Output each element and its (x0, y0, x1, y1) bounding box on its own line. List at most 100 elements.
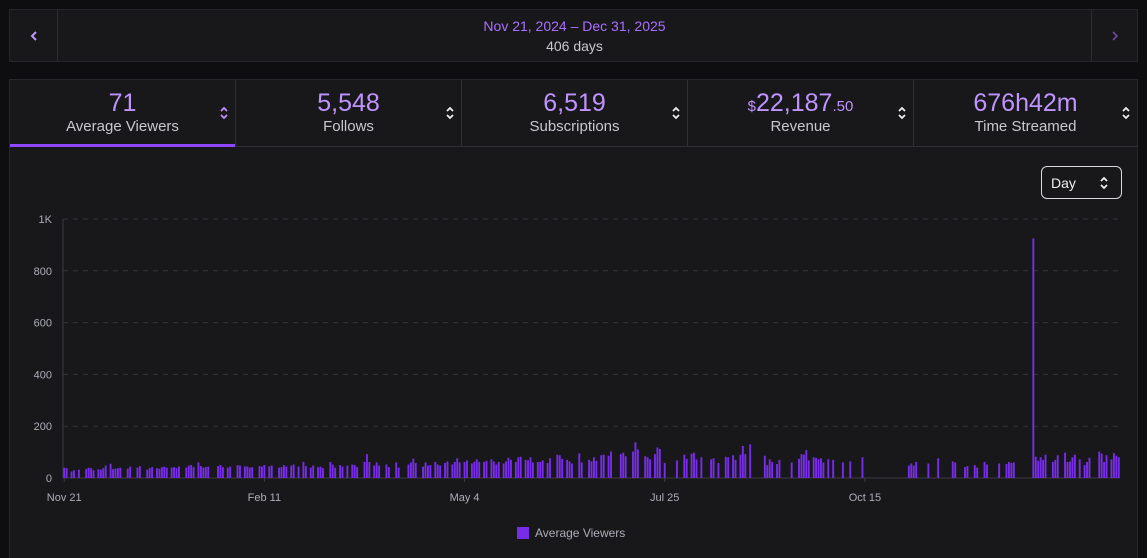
data-bar (444, 462, 446, 478)
date-range-bar: Nov 21, 2024 – Dec 31, 2025 406 days (9, 9, 1138, 62)
data-bar (478, 461, 481, 478)
data-bar (485, 460, 488, 478)
data-bar (827, 459, 830, 478)
data-bar (624, 456, 627, 478)
data-bar (927, 463, 930, 478)
data-bar (1069, 461, 1071, 478)
data-bar (229, 466, 232, 478)
data-bar (683, 454, 686, 478)
data-bar (966, 466, 969, 478)
data-bar (1112, 453, 1115, 478)
data-bar (292, 464, 295, 478)
data-bar (768, 459, 771, 478)
data-bar (561, 458, 564, 478)
data-bar (1073, 454, 1076, 478)
data-bar (539, 461, 542, 478)
data-bar (373, 465, 376, 478)
sort-arrows-icon (446, 106, 454, 120)
data-bar (983, 461, 986, 478)
data-bar (907, 465, 910, 478)
data-bar (263, 465, 266, 478)
data-bar (1088, 457, 1091, 478)
data-bar (685, 458, 688, 478)
granularity-select[interactable]: Day (1041, 166, 1122, 199)
next-period-button[interactable] (1091, 10, 1137, 61)
data-bar (397, 467, 400, 478)
data-bar (1010, 462, 1013, 478)
stats-panel: 71 Average Viewers 5,548 Follows 6,519 S… (9, 79, 1138, 558)
data-bar (280, 467, 283, 478)
data-bar (248, 467, 251, 478)
previous-period-button[interactable] (10, 10, 58, 61)
data-bar (610, 451, 612, 478)
data-bar (812, 457, 815, 478)
data-bar (246, 466, 249, 478)
y-tick-label: 1K (39, 214, 53, 226)
data-bar (368, 461, 371, 478)
y-tick-label: 800 (34, 266, 52, 278)
data-bar (136, 467, 139, 478)
data-bar (1051, 461, 1054, 478)
data-bar (456, 458, 459, 478)
data-bar (1071, 457, 1074, 478)
data-bar (841, 462, 844, 478)
data-bar (199, 466, 202, 478)
tab-revenue[interactable]: $22,187.50 Revenue (687, 80, 913, 147)
data-bar (693, 452, 695, 478)
revenue-cents: .50 (832, 98, 854, 115)
data-bar (549, 458, 551, 478)
data-bar (732, 455, 735, 478)
data-bar (102, 468, 105, 478)
tab-value: $22,187.50 (688, 88, 913, 122)
data-bar (114, 468, 117, 478)
tab-label: Average Viewers (66, 118, 179, 135)
date-range-display[interactable]: Nov 21, 2024 – Dec 31, 2025 406 days (58, 10, 1091, 61)
data-bar (483, 461, 486, 478)
data-bar (514, 461, 517, 478)
sort-arrows-icon (1100, 176, 1108, 190)
data-bar (341, 466, 344, 478)
data-bar (607, 455, 610, 478)
data-bar (695, 459, 698, 478)
data-bar (219, 465, 222, 478)
x-tick-label: Jul 25 (650, 492, 679, 504)
data-bar (312, 465, 315, 478)
data-bar (346, 465, 349, 478)
data-bar (77, 469, 80, 478)
data-bar (634, 442, 637, 478)
tab-average-viewers[interactable]: 71 Average Viewers (10, 80, 235, 147)
data-bar (505, 461, 508, 478)
data-bar (319, 466, 322, 478)
data-bar (165, 467, 168, 478)
tab-follows[interactable]: 5,548 Follows (235, 80, 461, 147)
data-bar (1012, 462, 1015, 478)
tab-time-streamed[interactable]: 676h42m Time Streamed (913, 80, 1137, 147)
data-bar (976, 467, 979, 478)
data-bar (546, 462, 549, 478)
data-bar (710, 459, 713, 478)
data-bar (258, 466, 261, 478)
data-bar (407, 464, 410, 478)
data-bar (649, 459, 652, 478)
data-bar (861, 457, 864, 478)
data-bar (986, 464, 988, 478)
data-bar (490, 459, 493, 478)
data-bar (600, 455, 603, 478)
data-bar (766, 465, 769, 478)
data-bar (409, 462, 412, 478)
data-bar (951, 461, 954, 478)
data-bar (832, 459, 835, 478)
data-bar (739, 454, 742, 478)
data-bar (849, 461, 852, 478)
data-bar (148, 468, 151, 478)
chevron-left-icon (30, 30, 37, 41)
data-bar (170, 467, 173, 478)
data-bar (1054, 459, 1057, 478)
data-bar (412, 458, 415, 478)
data-bar (426, 465, 429, 478)
data-bar (820, 458, 822, 478)
data-bar (221, 467, 224, 478)
data-bar (385, 464, 388, 478)
tab-subscriptions[interactable]: 6,519 Subscriptions (461, 80, 687, 147)
data-bar (329, 461, 332, 478)
